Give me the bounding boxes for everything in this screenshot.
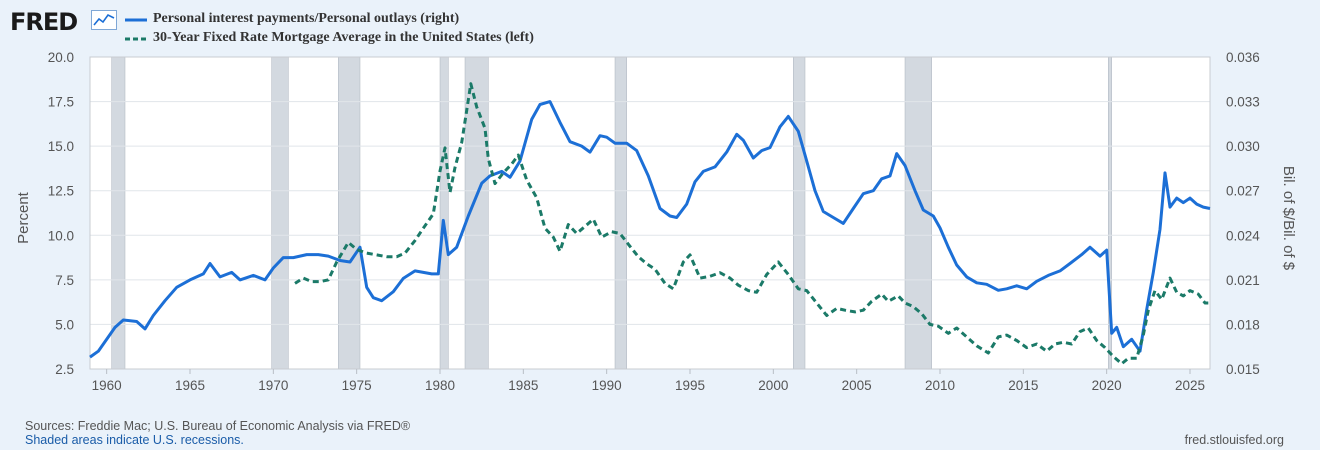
y-axis-left-label: Percent [15, 191, 32, 244]
x-tick-label: 2025 [1175, 378, 1205, 393]
y-left-tick-label: 17.5 [48, 95, 74, 110]
y-right-tick-label: 0.027 [1226, 184, 1260, 199]
x-tick-label: 1990 [592, 378, 622, 393]
sources-text: Sources: Freddie Mac; U.S. Bureau of Eco… [25, 419, 411, 433]
x-tick-label: 1995 [675, 378, 705, 393]
y-axis-right-label: Bil. of $/Bil. of $ [1280, 166, 1297, 271]
legend-label: Personal interest payments/Personal outl… [153, 11, 460, 26]
x-tick-label: 1960 [92, 378, 122, 393]
y-left-tick-label: 10.0 [48, 228, 74, 243]
x-tick-label: 2005 [842, 378, 872, 393]
y-left-tick-label: 7.5 [55, 273, 74, 288]
series-line-interest [89, 100, 1211, 359]
y-right-tick-label: 0.018 [1226, 317, 1260, 332]
legend-swatch-solid [125, 18, 147, 22]
x-tick-label: 2010 [925, 378, 955, 393]
recession-band [271, 56, 289, 370]
y-right-tick-label: 0.024 [1226, 228, 1260, 243]
legend-item-mortgage[interactable]: 30-Year Fixed Rate Mortgage Average in t… [125, 30, 534, 49]
y-right-tick-label: 0.015 [1226, 362, 1260, 377]
x-tick-label: 2015 [1008, 378, 1038, 393]
y-left-tick-label: 15.0 [48, 139, 74, 154]
x-tick-label: 1965 [175, 378, 205, 393]
series-line-mortgage [294, 82, 1209, 366]
y-right-tick-label: 0.036 [1226, 50, 1260, 65]
legend-item-interest[interactable]: Personal interest payments/Personal outl… [125, 11, 534, 30]
x-tick-label: 2000 [758, 378, 788, 393]
x-tick-label: 1970 [258, 378, 288, 393]
y-right-tick-label: 0.021 [1226, 273, 1260, 288]
legend-label: 30-Year Fixed Rate Mortgage Average in t… [153, 30, 534, 45]
plot-frame [89, 56, 1211, 370]
x-tick-label: 1975 [342, 378, 372, 393]
x-tick-label: 1980 [425, 378, 455, 393]
y-right-tick-label: 0.030 [1226, 139, 1260, 154]
fred-logo[interactable]: FRED [10, 8, 78, 36]
recession-band [614, 56, 627, 370]
plot-background [90, 57, 1210, 369]
series-lines [89, 82, 1211, 366]
legend-swatch-dashed [125, 37, 147, 41]
y-left-tick-label: 5.0 [55, 317, 74, 332]
y-right-tick-label: 0.033 [1226, 95, 1260, 110]
recession-band [439, 56, 449, 370]
recession-band [338, 56, 361, 370]
x-tick-label: 2020 [1092, 378, 1122, 393]
y-left-tick-label: 20.0 [48, 50, 74, 65]
x-ticks: 1960 1965 1970 1975 1980 1985 1990 1995 2000 2005… [92, 369, 1205, 393]
y-left-tick-label: 12.5 [48, 184, 74, 199]
chart-line-icon [91, 10, 117, 30]
chart-legend: Personal interest payments/Personal outl… [125, 11, 534, 49]
recession-shading [90, 56, 1210, 370]
recession-band [793, 56, 806, 370]
x-tick-label: 1985 [508, 378, 538, 393]
y-right-ticks: 0.015 0.018 0.021 0.024 0.027 0.030 0.033 0.036 [1226, 50, 1260, 377]
y-left-tick-label: 2.5 [55, 362, 74, 377]
fred-url-link[interactable]: fred.stlouisfed.org [1184, 433, 1284, 447]
y-left-ticks: 2.5 5.0 7.5 10.0 12.5 15.0 17.5 20.0 [48, 50, 74, 377]
recessions-note: Shaded areas indicate U.S. recessions. [25, 433, 244, 447]
